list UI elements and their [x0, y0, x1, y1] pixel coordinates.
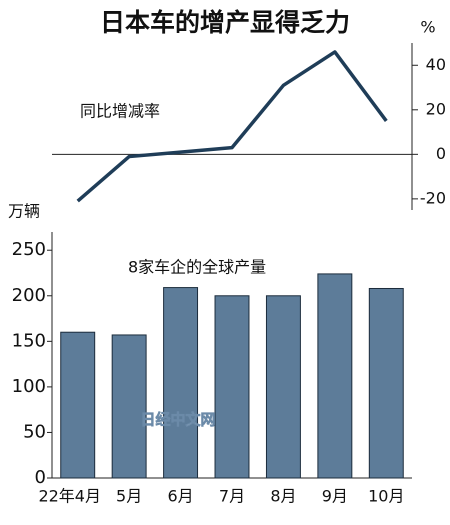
- line-series: [76, 50, 388, 203]
- y-tick-label: 0: [35, 467, 46, 488]
- y-tick-label: 20: [426, 99, 446, 118]
- x-tick-label: 9月: [322, 487, 348, 506]
- y-tick-label: 0: [436, 144, 446, 163]
- line-unit: %: [420, 18, 435, 37]
- bar: [368, 287, 404, 479]
- y-tick-label: 150: [12, 330, 46, 351]
- x-tick-label: 8月: [270, 487, 296, 506]
- bar-unit: 万辆: [8, 202, 40, 221]
- bar: [60, 331, 96, 479]
- x-tick-label: 22年4月: [38, 487, 101, 506]
- y-tick-label: 250: [12, 239, 46, 260]
- x-tick-label: 6月: [167, 487, 193, 506]
- bar: [163, 287, 199, 479]
- bar-label: 8家车企的全球产量: [128, 258, 266, 277]
- line-label: 同比增减率: [80, 102, 160, 121]
- y-tick-label: -20: [420, 188, 446, 207]
- y-tick-label: 50: [23, 421, 46, 442]
- bar: [214, 295, 250, 479]
- bar: [265, 295, 301, 479]
- x-tick-label: 7月: [219, 487, 245, 506]
- x-tick-label: 5月: [116, 487, 142, 506]
- y-tick-label: 40: [426, 55, 446, 74]
- y-tick-label: 100: [12, 376, 46, 397]
- bar: [111, 334, 147, 479]
- chart-title: 日本车的增产显得乏力: [100, 8, 350, 37]
- x-tick-label: 10月: [368, 487, 404, 506]
- bar: [317, 273, 353, 479]
- watermark: 日经中文网: [140, 411, 215, 429]
- y-tick-label: 200: [12, 285, 46, 306]
